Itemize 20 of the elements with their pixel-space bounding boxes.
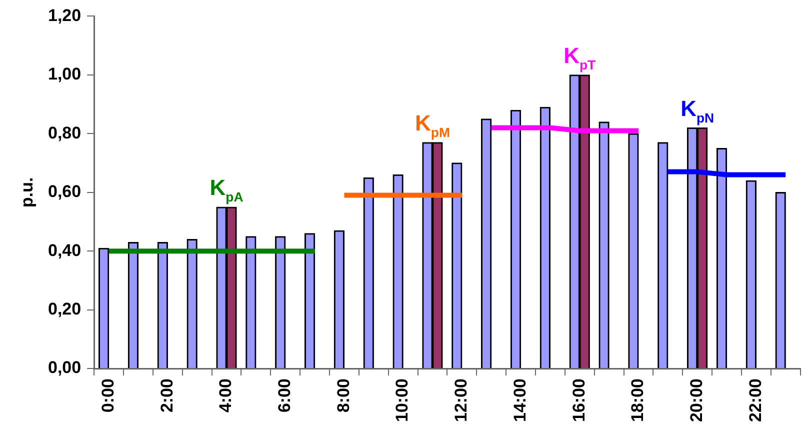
y-axis-title: p.u. (18, 177, 37, 208)
y-tick-label: 0,80 (48, 123, 82, 142)
y-tick-label: 1,20 (48, 6, 82, 25)
x-tick-label: 18:00 (628, 378, 648, 422)
x-tick-label: 10:00 (392, 378, 412, 422)
x-tick-label: 8:00 (334, 378, 353, 413)
y-tick-label: 0,00 (48, 358, 82, 378)
x-tick-label: 0:00 (98, 378, 118, 413)
x-tick-label: 16:00 (569, 378, 588, 422)
y-tick-label: 0,60 (48, 182, 82, 202)
x-tick-label: 12:00 (452, 378, 471, 422)
y-tick-label: 1,00 (48, 64, 82, 84)
y-tick-label: 0,40 (48, 240, 82, 260)
y-tick-label: 0,20 (48, 299, 82, 318)
x-tick-label: 4:00 (216, 378, 236, 413)
x-tick-label: 14:00 (510, 378, 530, 422)
x-tick-label: 22:00 (746, 378, 765, 422)
x-tick-label: 20:00 (687, 378, 706, 422)
x-tick-label: 2:00 (157, 378, 176, 413)
x-tick-label: 6:00 (275, 378, 294, 413)
